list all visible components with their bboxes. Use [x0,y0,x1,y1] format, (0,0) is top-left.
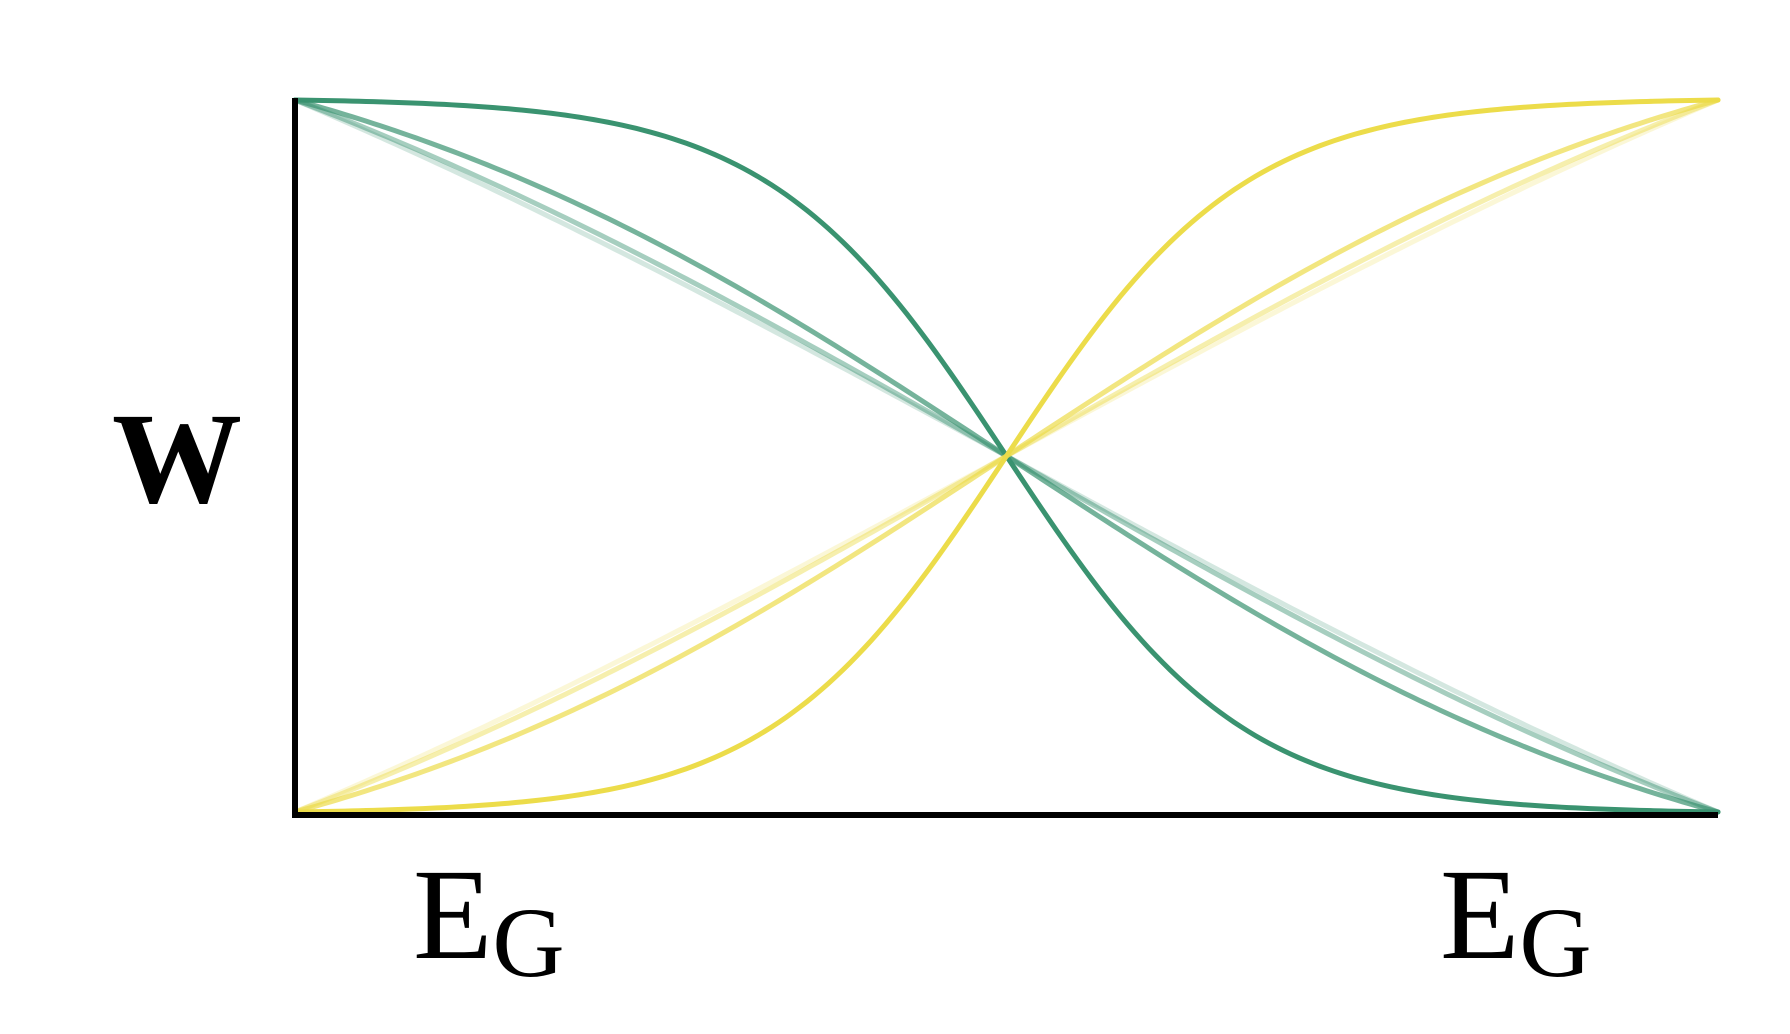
y-axis-label: W [112,387,242,531]
series-group [292,97,1721,815]
x-tick-label-right: EG [1440,843,1592,998]
yellow-curve-3 [292,97,1721,815]
yellow-curve-4 [292,97,1721,815]
x-tick-label-left: EG [413,843,565,998]
yellow-curve-2 [292,97,1721,815]
